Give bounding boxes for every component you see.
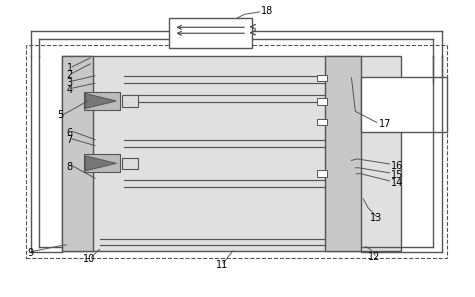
Bar [361,77,446,132]
Bar [26,45,446,258]
Bar [84,92,120,110]
Text: 2: 2 [66,70,73,80]
Text: 8: 8 [66,162,73,172]
Bar [325,56,361,251]
Text: 3: 3 [66,78,73,88]
Text: 17: 17 [379,119,391,129]
Text: 15: 15 [391,170,403,180]
Bar [62,56,401,251]
Bar [122,95,138,107]
Text: 11: 11 [216,260,228,270]
Text: 10: 10 [83,254,95,264]
Text: 4: 4 [66,85,73,95]
Text: 1: 1 [66,63,73,73]
Text: 6: 6 [66,128,73,138]
Bar [317,170,327,177]
Text: 16: 16 [391,161,403,171]
Text: 5: 5 [57,110,63,120]
Text: 18: 18 [261,6,273,16]
Text: 14: 14 [391,178,403,188]
Text: 9: 9 [28,248,34,258]
Bar [169,18,252,48]
Text: 13: 13 [370,213,382,223]
Polygon shape [86,156,116,171]
Bar [317,98,327,105]
Bar [84,154,120,172]
Bar [317,75,327,81]
Bar [317,119,327,125]
Polygon shape [86,94,116,108]
Bar [62,56,93,251]
Text: 12: 12 [368,252,380,262]
Text: 7: 7 [66,135,73,146]
Bar [122,158,138,169]
